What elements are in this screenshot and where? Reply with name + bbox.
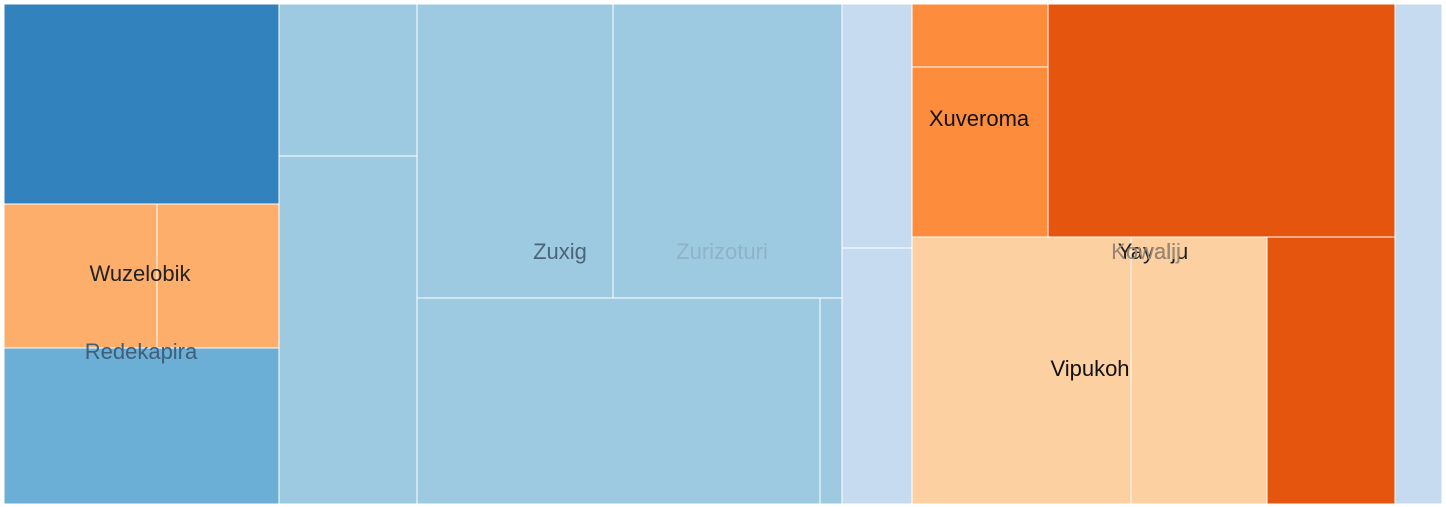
treemap-cell-group-4-1	[841, 3, 913, 249]
treemap-label-zuxig: Zuxig	[533, 239, 587, 264]
treemap-cell-zuxig-2	[278, 155, 418, 505]
treemap-cell-zuxig-3	[416, 3, 614, 299]
treemap-cell-wuzelobik-2	[156, 203, 280, 349]
treemap-cell-redekapira-2	[3, 347, 280, 505]
treemap-cell-zuxig-1	[278, 3, 418, 157]
treemap-cell-group-9-1	[1394, 3, 1443, 505]
treemap-cell-zuxig-5	[819, 297, 843, 505]
treemap-cell-xuveroma-1	[911, 3, 1049, 68]
treemap-cell-group-4-2	[841, 247, 913, 505]
treemap-label-zurizoturi: Zurizoturi	[676, 239, 768, 264]
treemap-label-redekapira: Redekapira	[85, 339, 198, 364]
treemap-cell-redekapira-1	[3, 3, 280, 205]
treemap-label-kowalij: Kowalij	[1111, 239, 1181, 264]
treemap-cell-vipukoh-2	[1130, 236, 1268, 505]
treemap-label-yayalju: Yayalju	[1118, 239, 1189, 264]
treemap-cell-wuzelobik-1	[3, 203, 158, 349]
treemap-label-wuzelobik: Wuzelobik	[89, 261, 191, 286]
treemap-label-xuveroma: Xuveroma	[929, 106, 1030, 131]
treemap-cell-yayalju-1	[1047, 3, 1396, 238]
treemap-cell-zurizoturi-1	[612, 3, 843, 299]
treemap-cell-xuveroma-2	[911, 66, 1049, 238]
treemap-cell-yayalju-2	[1266, 236, 1396, 505]
treemap-cell-zuxig-4	[416, 297, 821, 505]
treemap-label-vipukoh: Vipukoh	[1050, 356, 1129, 381]
treemap-cell-vipukoh-1	[911, 236, 1132, 505]
